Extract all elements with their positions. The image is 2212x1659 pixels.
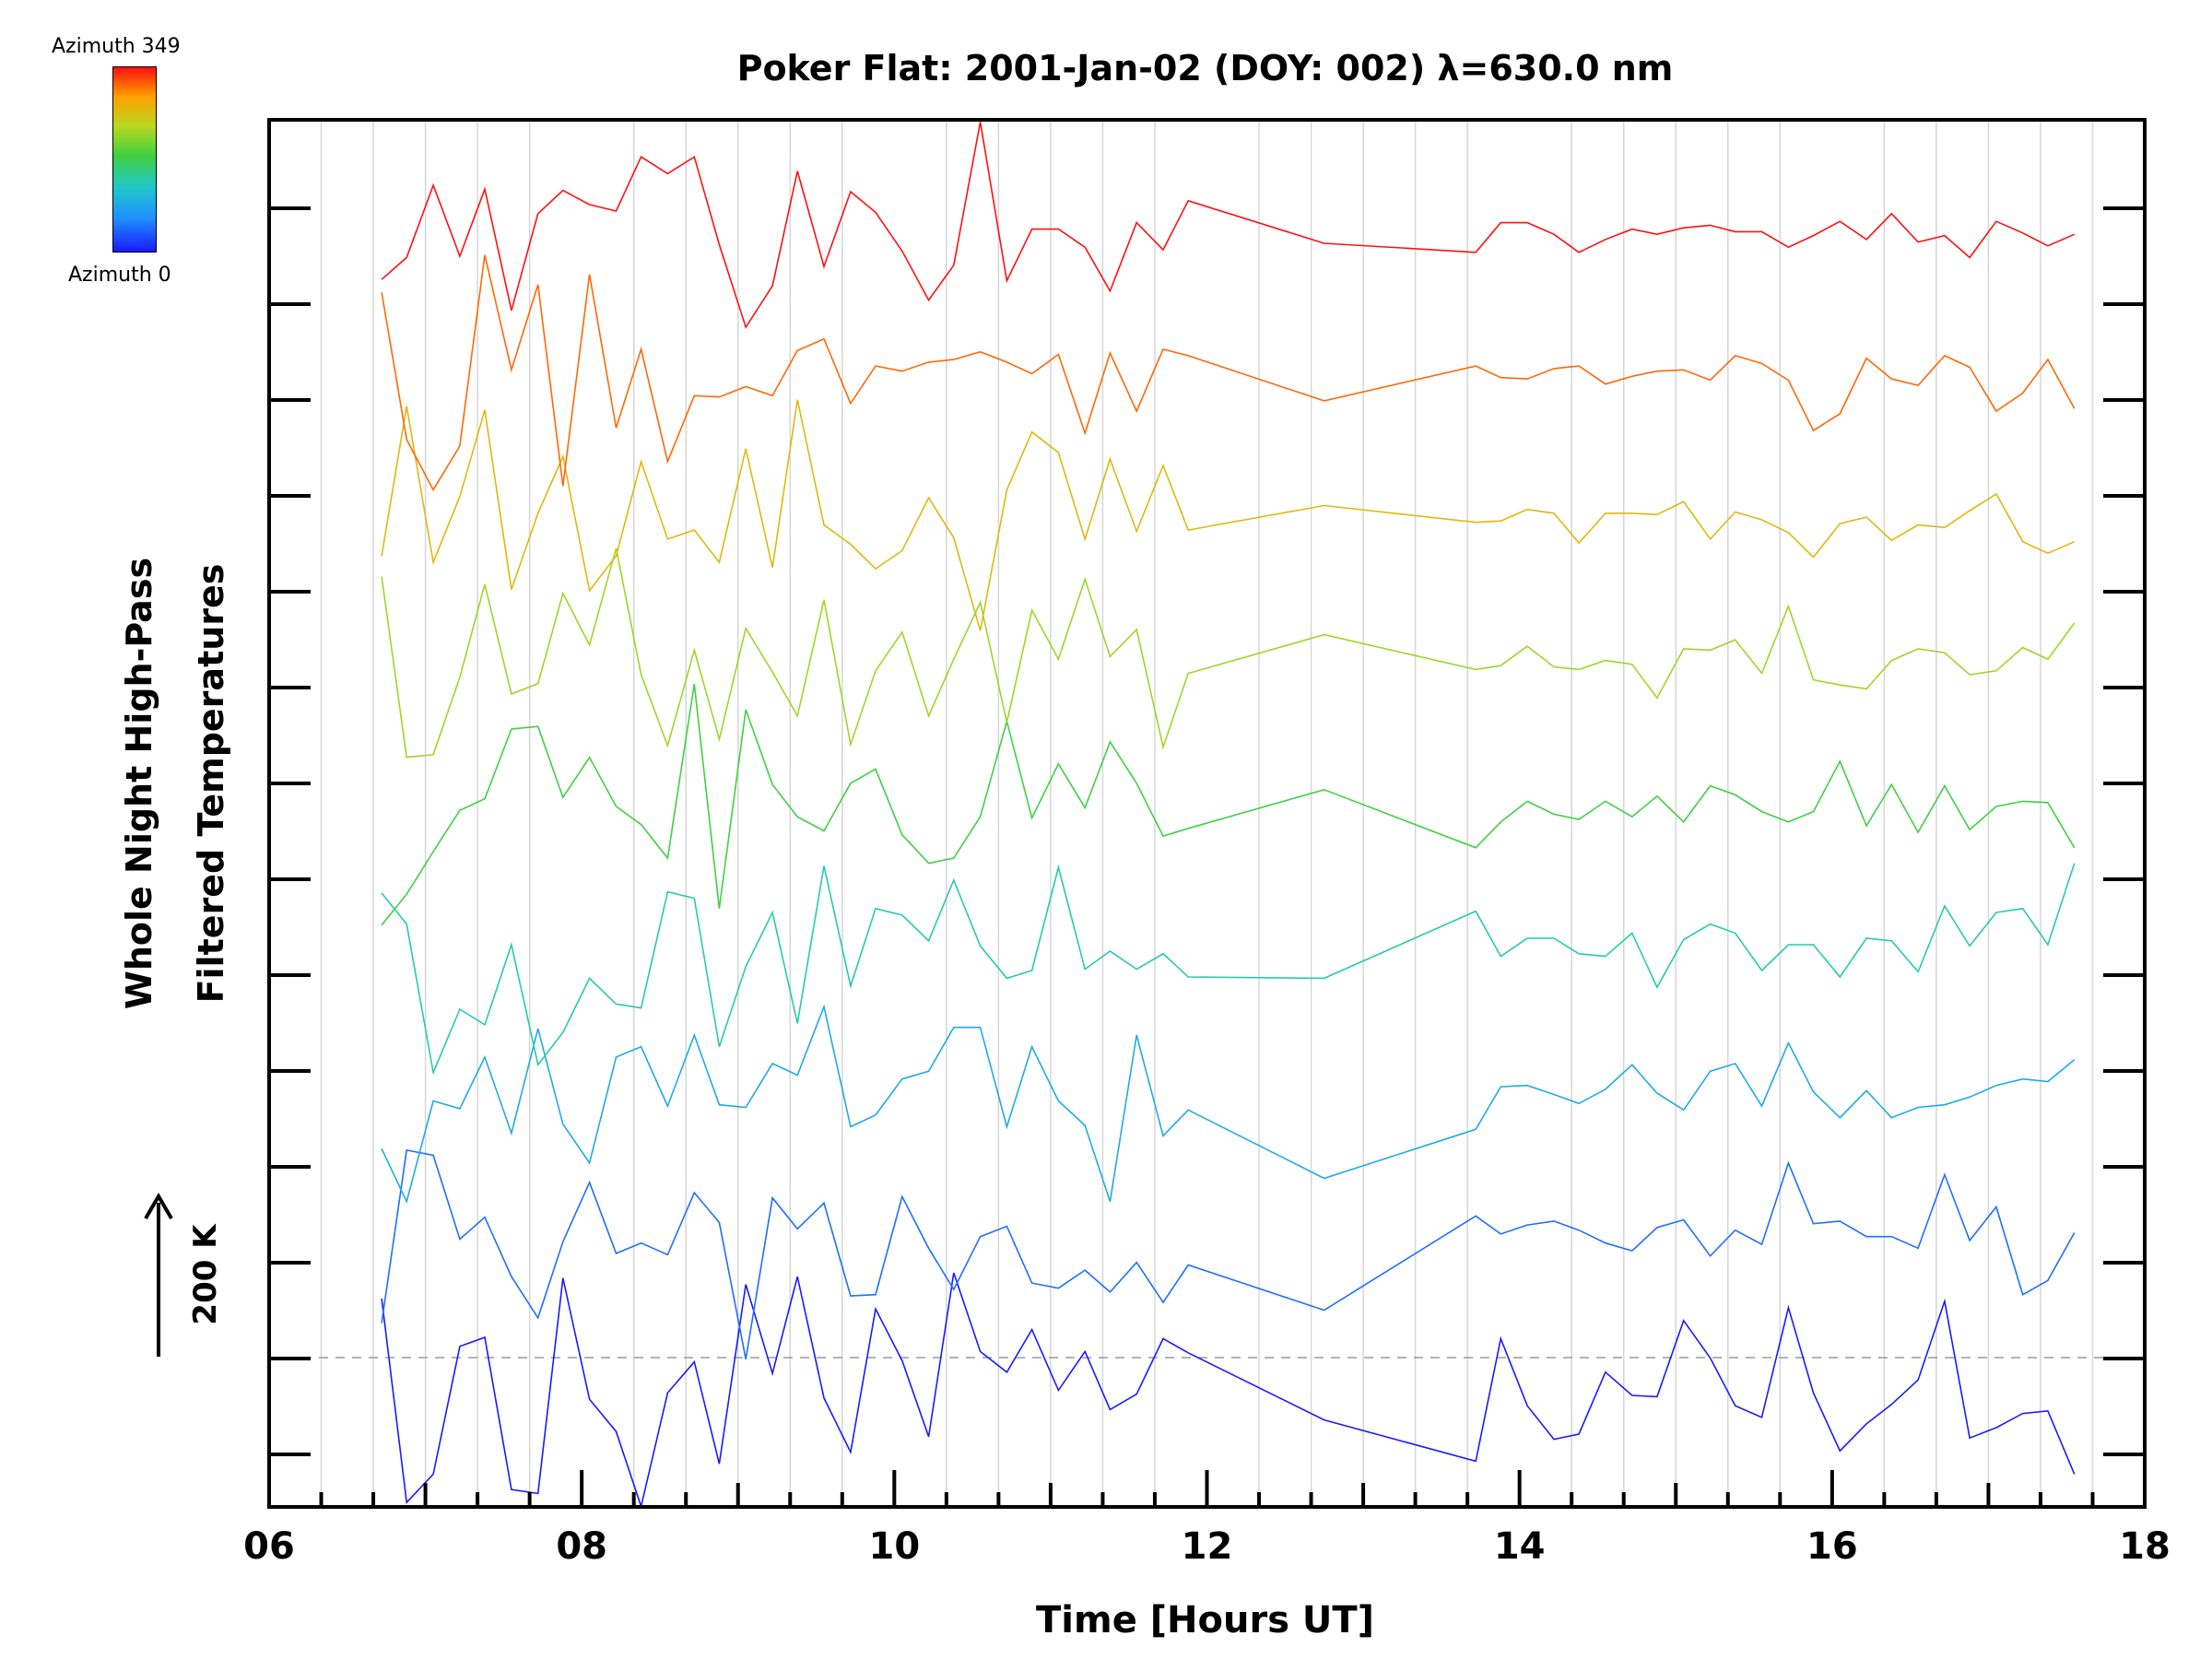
series-line-azimuth-225 xyxy=(381,547,2076,759)
x-tick-label: 16 xyxy=(1806,1525,1858,1568)
series-line-azimuth-45 xyxy=(381,1148,2076,1359)
azimuth-colorbar xyxy=(112,66,157,253)
scale-bar-label: 200 K xyxy=(187,1224,224,1325)
series-line-azimuth-270 xyxy=(381,399,2076,631)
series-line-azimuth-135 xyxy=(381,863,2076,1076)
series-line-azimuth-90 xyxy=(381,1004,2076,1205)
y-axis-label-line-2: Filtered Temperatures xyxy=(191,563,231,1004)
series-line-azimuth-0 xyxy=(381,1272,2076,1507)
x-tick-label: 14 xyxy=(1493,1525,1546,1568)
series-line-azimuth-349 xyxy=(381,122,2076,329)
series-line-azimuth-315 xyxy=(381,254,2076,492)
x-axis-label: Time [Hours UT] xyxy=(1036,1599,1374,1641)
x-tick-label: 12 xyxy=(1181,1525,1233,1568)
series-line-azimuth-180 xyxy=(381,683,2076,926)
colorbar-bottom-label: Azimuth 0 xyxy=(68,264,171,287)
scale-bar-arrowhead xyxy=(144,1193,173,1220)
x-tick-label: 10 xyxy=(868,1525,921,1568)
plot-frame xyxy=(267,118,2147,1509)
chart-title: Poker Flat: 2001-Jan-02 (DOY: 002) λ=630… xyxy=(736,48,1674,88)
x-tick-label: 08 xyxy=(556,1525,607,1568)
y-axis-label: Whole Night High-Pass Filtered Temperatu… xyxy=(103,230,247,1336)
x-tick-label: 18 xyxy=(2119,1525,2171,1568)
x-tick-label: 06 xyxy=(243,1525,295,1568)
y-axis-label-line-1: Whole Night High-Pass xyxy=(119,557,159,1010)
colorbar-top-label: Azimuth 349 xyxy=(52,35,181,58)
series-group xyxy=(381,122,2076,1507)
